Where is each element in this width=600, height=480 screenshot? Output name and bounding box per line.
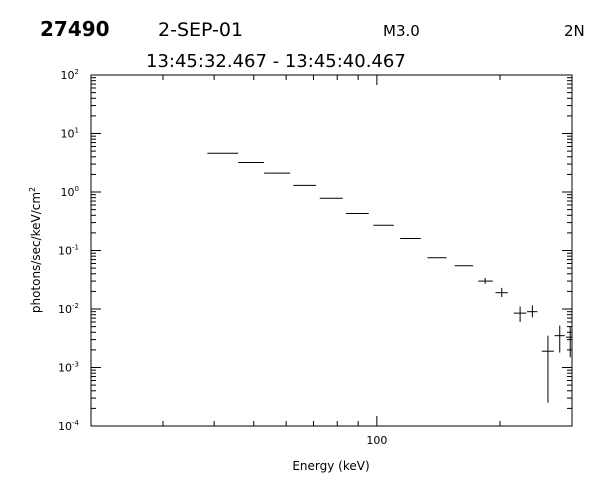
y-tick-label-base: 10 bbox=[58, 245, 72, 258]
y-tick-label-exponent: 0 bbox=[75, 185, 79, 193]
y-tick-label: 10-1 bbox=[58, 244, 79, 258]
x-axis-tick-labels: 100 bbox=[366, 434, 387, 447]
y-tick-label: 10-2 bbox=[58, 302, 79, 316]
y-tick-label-base: 10 bbox=[58, 362, 72, 375]
y-tick-label: 101 bbox=[61, 127, 79, 141]
y-tick-label: 10-4 bbox=[58, 419, 80, 433]
y-tick-label: 100 bbox=[61, 185, 79, 199]
y-tick-label-exponent: 2 bbox=[75, 68, 79, 76]
y-tick-label-base: 10 bbox=[61, 186, 75, 199]
plot-frame bbox=[90, 74, 573, 427]
flare-class: M3.0 bbox=[383, 22, 420, 40]
x-tick-label: 100 bbox=[366, 434, 387, 447]
y-tick-label-exponent: -3 bbox=[72, 361, 79, 369]
x-axis-label: Energy (keV) bbox=[292, 459, 369, 473]
data-point bbox=[554, 325, 565, 353]
y-tick-label: 10-3 bbox=[58, 361, 79, 375]
data-point bbox=[478, 277, 493, 284]
y-tick-label-exponent: -2 bbox=[72, 302, 79, 310]
y-tick-label-base: 10 bbox=[58, 420, 72, 433]
y-tick-label-base: 10 bbox=[61, 69, 75, 82]
data-points bbox=[207, 152, 597, 403]
y-axis-ticks bbox=[91, 74, 572, 427]
x-axis-ticks bbox=[90, 75, 573, 426]
y-tick-label: 102 bbox=[61, 68, 79, 82]
data-point bbox=[541, 335, 554, 403]
y-tick-label-exponent: -4 bbox=[72, 419, 80, 427]
event-date: 2-SEP-01 bbox=[158, 19, 243, 41]
y-axis-label-superscript: 2 bbox=[28, 187, 37, 192]
y-tick-label-exponent: -1 bbox=[72, 244, 79, 252]
event-code: 2N bbox=[564, 22, 585, 40]
data-point bbox=[495, 287, 508, 298]
y-tick-label-base: 10 bbox=[58, 303, 72, 316]
data-point bbox=[587, 336, 597, 373]
y-tick-label-exponent: 1 bbox=[75, 127, 79, 135]
y-tick-label-base: 10 bbox=[61, 128, 75, 141]
y-axis-label: photons/sec/keV/cm2 bbox=[28, 187, 43, 313]
data-point bbox=[527, 305, 538, 318]
time-range: 13:45:32.467 - 13:45:40.467 bbox=[146, 51, 406, 72]
y-axis-label-text: photons/sec/keV/cm bbox=[29, 192, 43, 313]
data-point bbox=[513, 306, 527, 322]
data-point bbox=[565, 326, 572, 358]
data-point bbox=[576, 326, 585, 353]
event-id: 27490 bbox=[40, 17, 110, 41]
